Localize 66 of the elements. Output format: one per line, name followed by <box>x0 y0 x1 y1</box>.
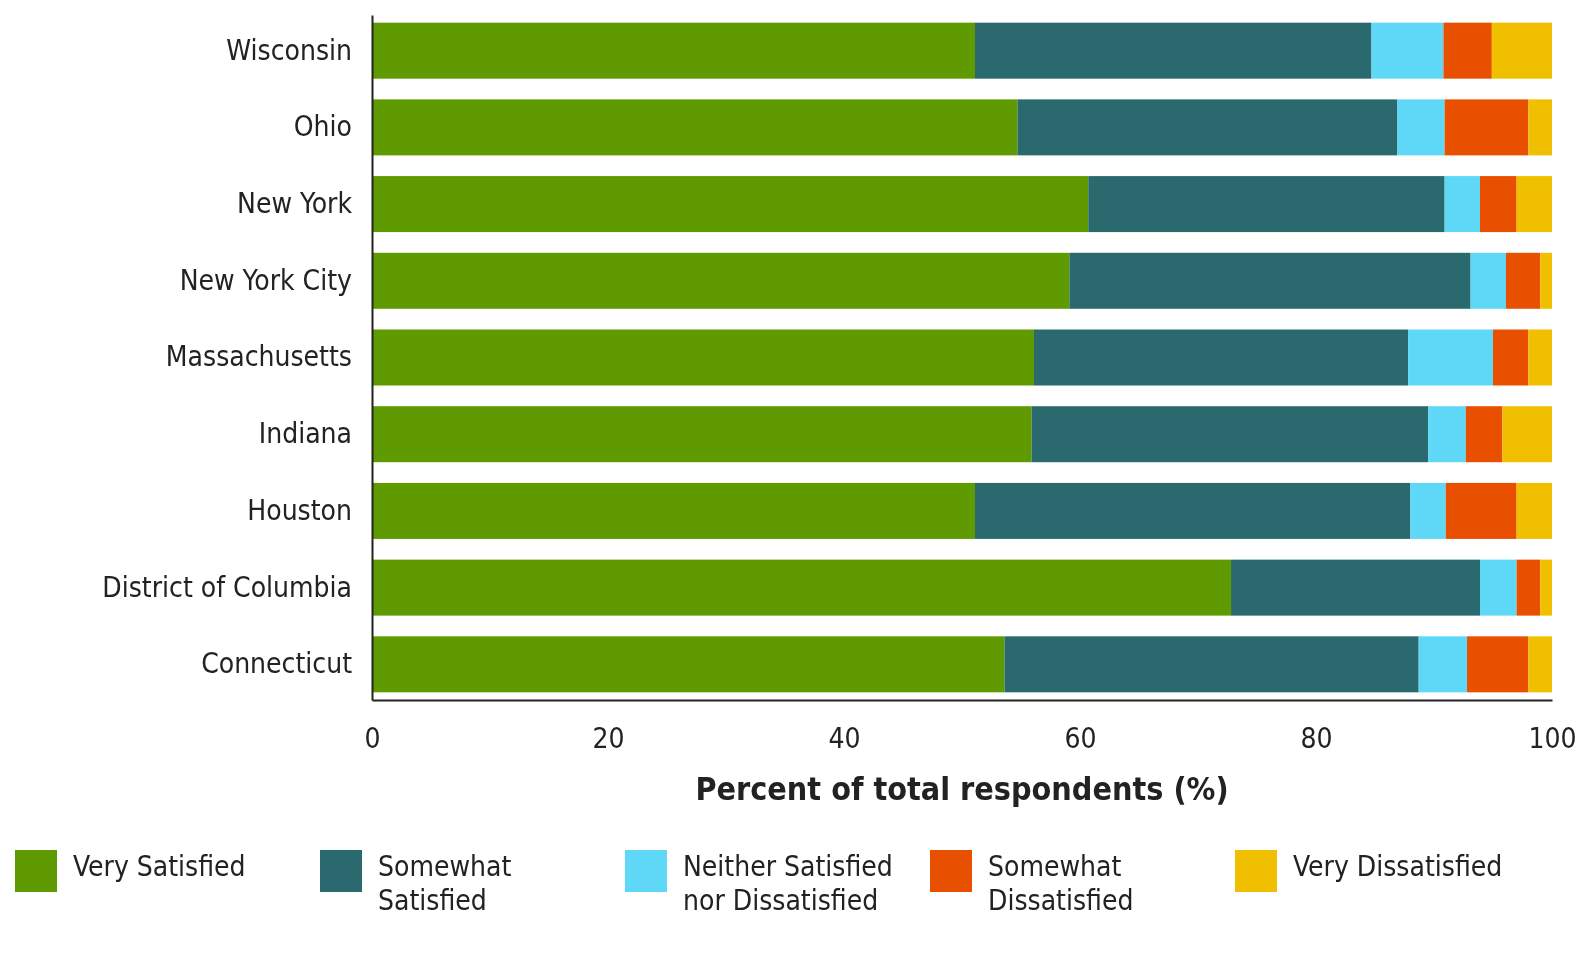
bar <box>974 482 1411 539</box>
bar <box>1516 176 1552 233</box>
bar <box>1516 559 1541 616</box>
legend-label: Very Dissatisfied <box>1293 850 1503 883</box>
bar <box>1516 482 1552 539</box>
bar <box>1465 406 1503 463</box>
bar <box>372 176 1089 233</box>
y-tick-label: New York City <box>179 263 353 297</box>
x-tick-label: 0 <box>364 721 381 755</box>
bar <box>372 329 1034 386</box>
bar <box>1480 176 1517 233</box>
y-tick-label: Houston <box>247 493 352 527</box>
y-tick-label: Wisconsin <box>226 33 352 67</box>
x-tick-label: 40 <box>828 721 861 755</box>
legend-label: Very Satisfied <box>73 850 246 883</box>
y-tick-label: Massachusetts <box>165 340 352 374</box>
bar <box>1540 252 1552 309</box>
bar <box>1467 636 1529 693</box>
bar <box>1528 99 1552 156</box>
legend-label: Somewhat Dissatisfied <box>988 850 1134 917</box>
bar <box>372 482 975 539</box>
bar <box>1528 329 1552 386</box>
bar <box>974 22 1372 79</box>
y-tick-label: Ohio <box>293 110 352 144</box>
bar <box>372 559 1232 616</box>
x-tick-label: 20 <box>592 721 625 755</box>
y-tick-label: District of Columbia <box>102 570 352 604</box>
bar <box>1371 22 1444 79</box>
bar <box>1480 559 1517 616</box>
bar <box>1470 252 1506 309</box>
x-tick-label: 80 <box>1300 721 1333 755</box>
bar <box>1418 636 1468 693</box>
legend-label: Somewhat Satisfied <box>378 850 512 917</box>
bar <box>1004 636 1419 693</box>
bar <box>1088 176 1445 233</box>
x-axis-title: Percent of total respondents (%) <box>695 770 1229 808</box>
bar <box>1445 482 1517 539</box>
bar <box>372 406 1032 463</box>
bar <box>1069 252 1471 309</box>
bar <box>1443 22 1492 79</box>
bar <box>1231 559 1481 616</box>
bar <box>1540 559 1552 616</box>
bar <box>372 252 1070 309</box>
y-tick-label: Connecticut <box>201 647 353 681</box>
bar <box>1033 329 1409 386</box>
bar <box>1428 406 1466 463</box>
bar <box>1491 22 1552 79</box>
y-tick-label: New York <box>237 187 353 221</box>
bar <box>1410 482 1446 539</box>
bar <box>1397 99 1445 156</box>
bar <box>1017 99 1398 156</box>
bar <box>1031 406 1429 463</box>
bar <box>1528 636 1552 693</box>
y-tick-label: Indiana <box>258 417 352 451</box>
bar <box>372 99 1018 156</box>
bar <box>1444 176 1481 233</box>
bar <box>1493 329 1529 386</box>
x-tick-label: 60 <box>1064 721 1097 755</box>
legend-label: Neither Satisfied nor Dissatisfied <box>683 850 893 917</box>
bar <box>372 22 975 79</box>
bar <box>1408 329 1493 386</box>
bar <box>1502 406 1552 463</box>
bar <box>1505 252 1541 309</box>
bar <box>1444 99 1529 156</box>
bar <box>372 636 1005 693</box>
x-tick-label: 100 <box>1528 721 1577 755</box>
